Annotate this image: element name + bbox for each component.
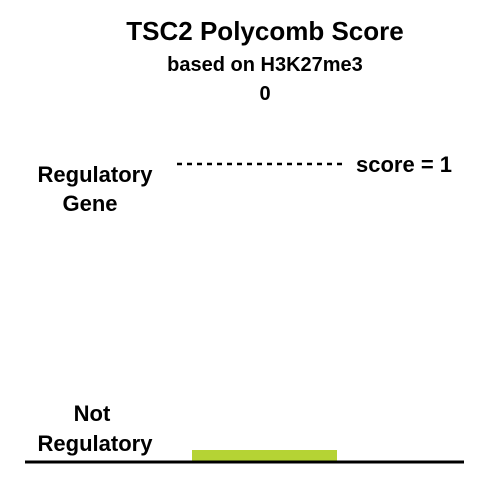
reference-line-label: score = 1 [356, 152, 452, 177]
value-label: 0 [259, 83, 270, 105]
chart-title: TSC2 Polycomb Score [126, 16, 403, 46]
y-tick-label-top-line2: Gene [62, 191, 117, 216]
y-tick-label-bottom-line1: Not [74, 401, 111, 426]
score-bar [192, 450, 337, 461]
chart-subtitle: based on H3K27me3 [167, 54, 363, 76]
y-tick-label-top-line1: Regulatory [38, 162, 154, 187]
y-tick-label-bottom-line2: Regulatory [38, 431, 154, 456]
